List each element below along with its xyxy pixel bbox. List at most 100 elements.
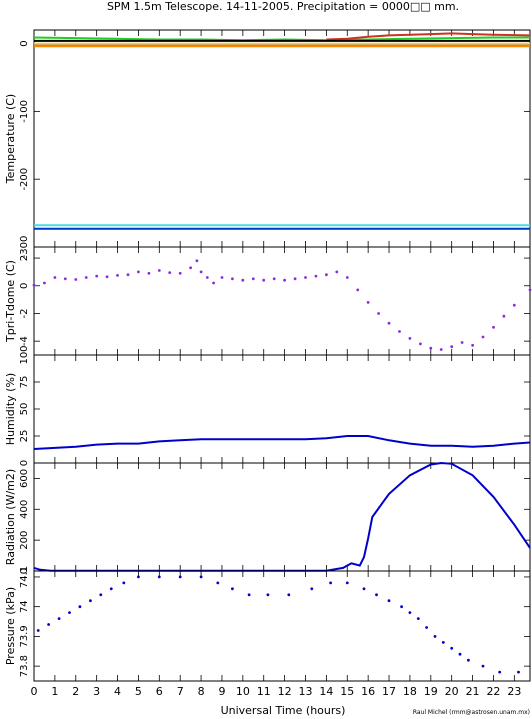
y-tick-label: 0 <box>19 40 30 46</box>
y-tick-label: -300 <box>19 236 30 259</box>
credit-text: Raul Michel (rmm@astrosen.unam.mx) <box>413 709 530 716</box>
y-tick-label: 0 <box>19 283 30 289</box>
y-tick-label: 600 <box>19 469 30 488</box>
x-tick-label: 19 <box>424 685 438 698</box>
data-point <box>502 314 506 318</box>
data-point <box>335 270 339 274</box>
y-tick-label: 74 <box>19 600 30 613</box>
y-tick-label: 200 <box>19 531 30 550</box>
data-point <box>416 617 420 620</box>
data-point <box>241 278 245 282</box>
y-tick-label: 100 <box>19 345 30 364</box>
data-point <box>89 599 92 603</box>
figure-title: SPM 1.5m Telescope. 14-11-2005. Precipit… <box>107 0 459 13</box>
data-point <box>366 301 370 304</box>
x-tick-label: 17 <box>382 685 396 698</box>
data-point <box>325 273 328 277</box>
x-tick-label: 5 <box>135 685 142 698</box>
x-tick-label: 9 <box>218 685 225 698</box>
data-point <box>84 276 88 279</box>
data-point <box>74 278 78 281</box>
data-point <box>47 623 50 626</box>
data-point <box>287 593 291 597</box>
y-axis-label: Radiation (W/m2) <box>4 469 17 565</box>
x-tick-label: 20 <box>445 685 459 698</box>
x-tick-label: 4 <box>114 685 121 698</box>
data-point <box>63 277 67 281</box>
data-point <box>137 270 140 274</box>
data-point <box>471 343 474 347</box>
x-tick-label: 15 <box>340 685 354 698</box>
data-point <box>32 283 36 287</box>
series-line-0 <box>33 461 531 572</box>
data-point <box>458 652 462 656</box>
data-point <box>492 325 495 329</box>
data-point <box>157 575 161 579</box>
series-line-1 <box>326 32 531 41</box>
panel-0: 0 -100 -200 -300 Temperature (C) <box>4 29 531 259</box>
data-point <box>272 277 276 281</box>
data-point <box>481 664 485 668</box>
y-tick-label: 50 <box>19 403 30 416</box>
data-point <box>356 288 360 292</box>
x-tick-label: 3 <box>93 685 100 698</box>
data-point <box>220 276 224 279</box>
data-point <box>57 617 61 620</box>
x-tick-label: 6 <box>156 685 163 698</box>
data-point <box>387 599 391 603</box>
data-point <box>345 581 349 585</box>
data-point <box>126 273 130 277</box>
x-tick-label: 1 <box>51 685 58 698</box>
data-point <box>262 278 266 282</box>
data-point <box>498 670 502 674</box>
y-tick-label: 0 <box>19 568 30 574</box>
data-point <box>231 587 234 591</box>
data-point <box>36 629 40 632</box>
data-point <box>68 611 71 614</box>
data-point <box>441 641 445 644</box>
data-point <box>251 277 255 281</box>
data-point <box>375 593 378 597</box>
data-point <box>467 658 470 662</box>
data-point <box>178 575 182 579</box>
data-point <box>429 346 433 350</box>
data-point <box>231 277 234 281</box>
data-point <box>195 259 199 263</box>
y-axis-label: Temperature (C) <box>4 94 17 184</box>
x-tick-label: 13 <box>298 685 312 698</box>
x-tick-label: 14 <box>319 685 333 698</box>
data-point <box>247 593 251 597</box>
x-tick-label: 22 <box>486 685 500 698</box>
data-point <box>78 605 82 609</box>
data-point <box>377 312 380 315</box>
data-point <box>387 321 391 325</box>
y-tick-label: -200 <box>19 168 30 191</box>
x-tick-label: 18 <box>403 685 417 698</box>
series-line-0 <box>33 435 531 450</box>
data-point <box>95 274 99 278</box>
data-point <box>99 593 103 597</box>
data-point <box>433 635 437 638</box>
data-point <box>408 337 412 340</box>
data-point <box>116 274 119 277</box>
x-tick-label: 7 <box>177 685 184 698</box>
y-tick-label: 75 <box>19 376 30 389</box>
data-point <box>329 581 332 585</box>
x-tick-label: 10 <box>236 685 250 698</box>
data-point <box>517 670 520 674</box>
data-point <box>408 611 412 614</box>
y-tick-label: 400 <box>19 500 30 519</box>
data-point <box>345 276 349 279</box>
x-tick-label: 16 <box>361 685 375 698</box>
y-axis-label: Pressure (kPa) <box>4 587 17 665</box>
data-point <box>310 587 314 591</box>
data-point <box>137 575 140 579</box>
x-tick-label: 8 <box>198 685 205 698</box>
panel-frame <box>33 462 531 572</box>
y-tick-label: 73.8 <box>19 655 30 677</box>
data-point <box>199 575 203 579</box>
